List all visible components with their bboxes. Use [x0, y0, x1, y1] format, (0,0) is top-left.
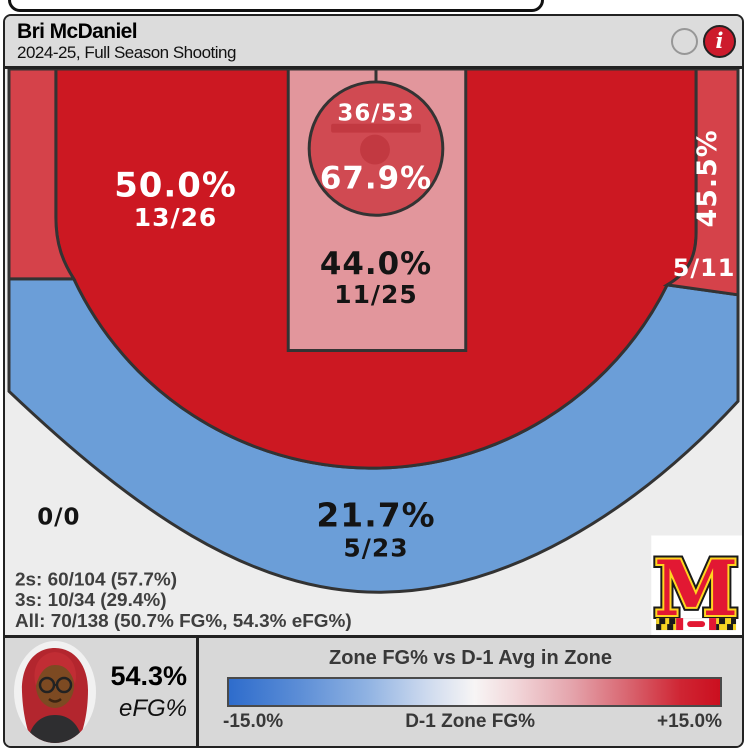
efg-summary: 54.3% eFG%	[97, 660, 196, 724]
summary-all: All: 70/138 (50.7% FG%, 54.3% eFG%)	[15, 611, 352, 632]
player-avatar	[14, 641, 96, 743]
player-name: Bri McDaniel	[17, 19, 138, 43]
backboard-icon	[331, 123, 421, 133]
zone-right-corner-three[interactable]	[662, 69, 740, 297]
legend: Zone FG% vs D-1 Avg in Zone -15.0% D-1 Z…	[199, 638, 742, 746]
maryland-flag-bar	[656, 618, 737, 631]
right-corner-attempts-label: 5/11	[673, 254, 736, 282]
deep-attempts-label: 0/0	[37, 505, 80, 531]
restricted-attempts-label: 36/53	[337, 101, 414, 127]
summary-3s: 3s: 10/34 (29.4%)	[15, 590, 167, 611]
header-text: Bri McDaniel 2024-25, Full Season Shooti…	[17, 20, 236, 63]
legend-axis-label: D-1 Zone FG%	[405, 711, 536, 732]
court-area: 36/53 67.9% 50.0% 13/26 44.0% 11/25 45.5…	[5, 66, 742, 635]
top-tab-button[interactable]	[8, 0, 544, 12]
zone-left-corner-three[interactable]	[7, 69, 77, 281]
toggle-circle-icon[interactable]	[671, 27, 698, 55]
legend-gradient-bar	[227, 677, 722, 707]
rim-icon	[360, 134, 390, 165]
info-icon[interactable]: i	[703, 24, 736, 58]
chart-subtitle: 2024-25, Full Season Shooting	[17, 43, 236, 63]
paint-pct-label: 44.0%	[320, 246, 432, 282]
header-icons: i	[671, 24, 736, 58]
above-break-attempts-label: 5/23	[343, 533, 408, 562]
mid-range-pct-label: 50.0%	[114, 165, 237, 204]
legend-title: Zone FG% vs D-1 Avg in Zone	[329, 647, 612, 669]
efg-value: 54.3%	[110, 661, 187, 692]
footer: 54.3% eFG% Zone FG% vs D-1 Avg in Zone -…	[5, 635, 742, 746]
maryland-logo: M M	[650, 535, 742, 635]
restricted-pct-label: 67.9%	[320, 160, 432, 196]
summary-2s: 2s: 60/104 (57.7%)	[15, 569, 177, 590]
legend-max-label: +15.0%	[657, 711, 722, 732]
legend-labels: -15.0% D-1 Zone FG% +15.0%	[223, 711, 722, 733]
paint-attempts-label: 11/25	[334, 280, 417, 309]
shot-chart-card: Bri McDaniel 2024-25, Full Season Shooti…	[3, 14, 744, 748]
mid-range-attempts-label: 13/26	[134, 203, 217, 232]
footer-player-summary: 54.3% eFG%	[5, 638, 199, 746]
right-corner-pct-label: 45.5%	[692, 129, 723, 227]
above-break-pct-label: 21.7%	[316, 496, 435, 535]
header: Bri McDaniel 2024-25, Full Season Shooti…	[5, 16, 742, 66]
info-icon-glyph: i	[715, 27, 724, 53]
efg-label: eFG%	[118, 694, 187, 722]
legend-min-label: -15.0%	[223, 711, 284, 732]
